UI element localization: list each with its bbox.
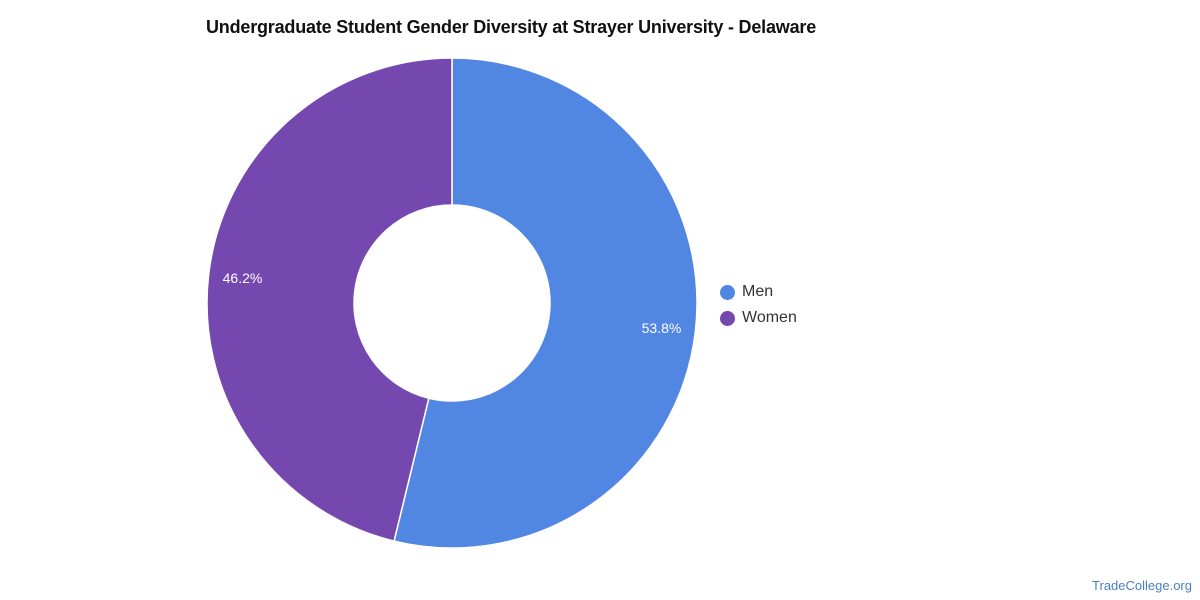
legend-label-women: Women bbox=[742, 309, 797, 326]
slice-label-women: 46.2% bbox=[223, 270, 263, 286]
watermark[interactable]: TradeCollege.org bbox=[1092, 578, 1192, 593]
legend-item-men[interactable]: Men bbox=[720, 279, 797, 305]
legend-swatch-women bbox=[720, 310, 735, 326]
slice-label-men: 53.8% bbox=[642, 320, 682, 336]
legend-label-men: Men bbox=[742, 283, 774, 300]
legend-item-women[interactable]: Women bbox=[720, 305, 797, 331]
chart-title: Undergraduate Student Gender Diversity a… bbox=[206, 17, 817, 37]
legend: Men Women bbox=[720, 279, 797, 331]
slice-women[interactable] bbox=[206, 57, 453, 542]
legend-swatch-men bbox=[720, 284, 735, 300]
slice-men[interactable] bbox=[393, 57, 698, 549]
